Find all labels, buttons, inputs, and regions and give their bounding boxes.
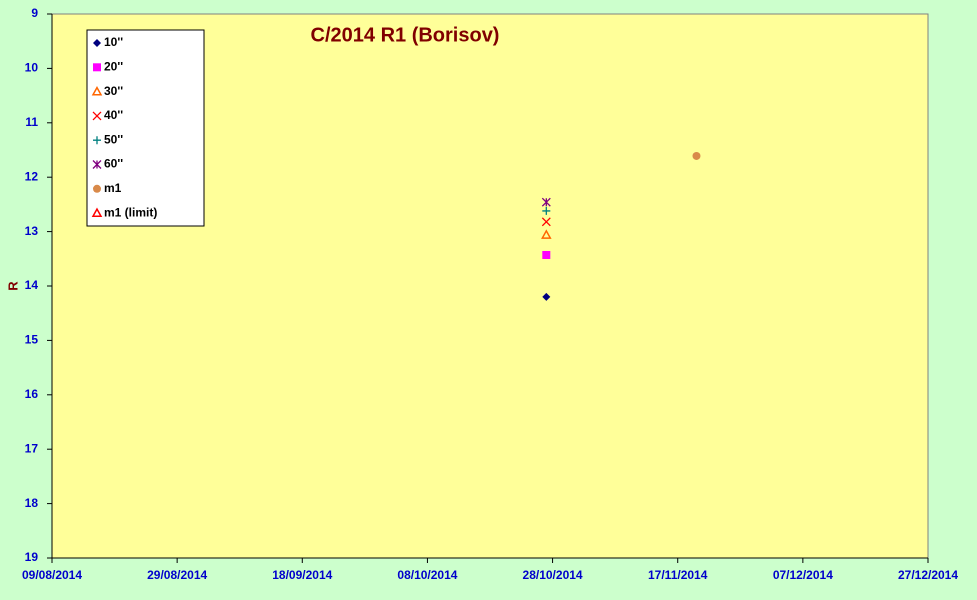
data-point (541, 229, 552, 239)
x-tick-label: 28/10/2014 (523, 568, 583, 582)
legend-marker (92, 111, 102, 121)
y-tick-label: 12 (25, 169, 39, 183)
legend-label: 50'' (104, 132, 123, 146)
legend-marker (93, 136, 101, 145)
y-tick-label: 14 (25, 278, 39, 292)
legend-marker (93, 184, 101, 193)
y-tick-label: 17 (25, 441, 39, 455)
y-axis-label: R (5, 281, 20, 291)
x-tick-label: 27/12/2014 (898, 568, 958, 582)
x-tick-label: 08/10/2014 (397, 568, 457, 582)
data-point (542, 250, 551, 259)
legend-marker (93, 63, 101, 72)
y-tick-label: 16 (25, 387, 39, 401)
data-point (542, 292, 551, 301)
data-point (541, 217, 551, 227)
y-tick-label: 19 (25, 550, 39, 564)
x-tick-label: 29/08/2014 (147, 568, 207, 582)
x-tick-label: 17/11/2014 (648, 568, 708, 582)
legend-label: 60'' (104, 157, 123, 171)
legend-label: 10'' (104, 35, 123, 49)
x-tick-label: 07/12/2014 (773, 568, 833, 582)
data-point (541, 197, 551, 207)
y-tick-label: 18 (25, 496, 39, 510)
chart-title: C/2014 R1 (Borisov) (311, 24, 500, 46)
data-point (542, 206, 551, 215)
x-tick-label: 18/09/2014 (272, 568, 332, 582)
y-tick-label: 13 (25, 224, 39, 238)
legend-label: 40'' (104, 108, 123, 122)
legend-label: 30'' (104, 84, 123, 98)
y-tick-label: 10 (25, 61, 39, 75)
legend-label: 20'' (104, 59, 123, 73)
legend-marker (92, 160, 102, 169)
y-tick-label: 11 (25, 115, 38, 129)
x-tick-label: 09/08/2014 (22, 568, 82, 582)
legend-marker (91, 207, 103, 218)
legend-marker (91, 86, 103, 96)
data-point (692, 151, 701, 160)
legend-label: m1 (104, 181, 122, 195)
legend (86, 29, 205, 227)
legend-marker (93, 39, 101, 47)
legend-label: m1 (limit) (104, 205, 157, 219)
y-tick-label: 15 (25, 333, 39, 347)
y-tick-label: 9 (31, 6, 38, 20)
